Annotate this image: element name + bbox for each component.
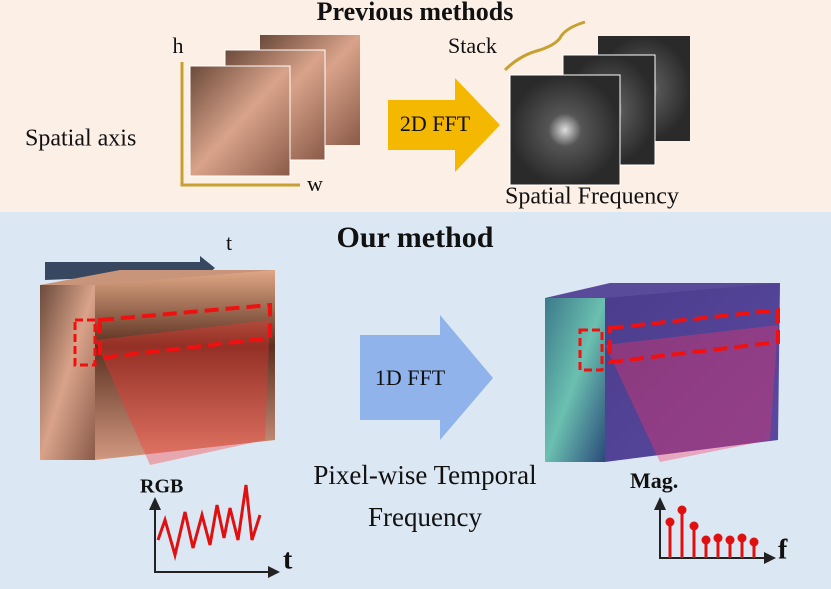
pixel-region xyxy=(95,320,270,465)
output-label: Pixel-wise Temporal xyxy=(313,460,536,490)
h-label: h xyxy=(173,33,184,58)
plot-x-label: f xyxy=(778,534,788,565)
arrow-label: 1D FFT xyxy=(375,365,446,390)
axis-head xyxy=(654,497,666,510)
spectrum xyxy=(509,74,621,186)
bottom-title: Our method xyxy=(337,221,494,254)
plot-axes xyxy=(154,505,272,573)
pixel-box xyxy=(73,318,97,367)
cube-side xyxy=(605,283,780,462)
fft-arrow xyxy=(360,315,493,440)
face-frame xyxy=(189,65,291,177)
w-label: w xyxy=(307,171,323,196)
plot-y-label: Mag. xyxy=(630,468,678,493)
cube-front xyxy=(545,298,605,462)
stack-label: Stack xyxy=(448,33,497,58)
cube-top xyxy=(40,270,275,285)
pixel-region xyxy=(605,325,778,462)
output-label: Frequency xyxy=(368,502,482,532)
stack-brace xyxy=(503,20,586,72)
fft-arrow xyxy=(388,78,500,172)
spectrum-stems xyxy=(665,505,759,558)
axis-head xyxy=(149,497,161,510)
arrow-label: 2D FFT xyxy=(400,111,471,136)
pixel-box xyxy=(608,307,780,365)
plot-x-label: t xyxy=(283,544,293,575)
cube-front xyxy=(40,285,95,460)
plot-y-label: RGB xyxy=(140,476,183,498)
spatial-axis-label: Spatial axis xyxy=(25,126,136,152)
plot-axes xyxy=(659,505,768,559)
axis-head xyxy=(764,552,776,564)
cube-side xyxy=(95,270,275,460)
spatial-axes xyxy=(180,62,300,187)
axis-head xyxy=(268,566,280,578)
top-title: Previous methods xyxy=(317,0,514,26)
pixel-box xyxy=(98,302,272,361)
output-label: Spatial Frequency xyxy=(505,184,679,210)
pixel-box xyxy=(578,328,604,372)
time-label: t xyxy=(226,230,232,255)
signal xyxy=(156,484,262,561)
